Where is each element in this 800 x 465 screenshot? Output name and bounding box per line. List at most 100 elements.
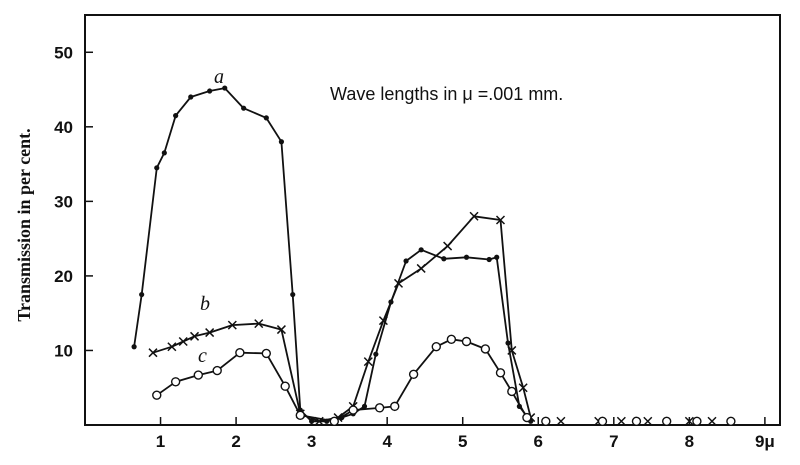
data-point <box>161 150 167 156</box>
data-point <box>193 370 204 380</box>
data-point <box>207 88 213 94</box>
data-point <box>684 416 694 426</box>
x-tick-label: 4 <box>382 432 392 451</box>
data-point <box>518 383 528 393</box>
data-point <box>152 390 162 400</box>
data-point <box>726 416 736 426</box>
series-b: b <box>148 211 717 426</box>
data-point <box>441 256 447 262</box>
data-point <box>507 386 517 397</box>
data-point <box>309 418 315 424</box>
y-tick-label: 10 <box>54 341 73 360</box>
y-axis-label: Transmission in per cent. <box>14 128 34 321</box>
x-tick-label: 2 <box>231 432 240 451</box>
data-point <box>295 410 305 421</box>
data-point <box>329 416 339 426</box>
data-point <box>408 369 419 380</box>
data-point <box>188 94 194 100</box>
data-point <box>494 254 500 260</box>
series-line-b <box>152 215 532 423</box>
data-point <box>173 113 179 119</box>
data-point <box>280 381 290 391</box>
data-point <box>418 247 424 253</box>
y-tick-label: 50 <box>54 43 73 62</box>
data-point <box>431 342 441 352</box>
data-point <box>378 316 388 326</box>
x-tick-label: 8 <box>685 432 694 451</box>
data-point <box>148 348 158 358</box>
data-point <box>505 340 511 346</box>
data-point <box>707 416 717 426</box>
data-point <box>393 278 404 288</box>
data-point <box>390 401 400 412</box>
series-label-b: b <box>200 293 210 315</box>
data-point <box>348 405 358 415</box>
data-point <box>222 85 228 91</box>
series-line-c <box>156 338 528 423</box>
data-point <box>167 342 177 352</box>
data-point <box>631 416 642 426</box>
x-tick-label: 1 <box>156 432 165 451</box>
data-point <box>139 291 145 298</box>
data-point <box>416 263 426 273</box>
series-line-a <box>133 87 532 423</box>
data-point <box>486 256 492 263</box>
data-point <box>276 325 286 335</box>
data-point <box>495 368 506 378</box>
data-point <box>495 215 506 225</box>
data-point <box>463 254 470 260</box>
data-point <box>480 344 491 354</box>
data-point <box>373 351 379 357</box>
data-point <box>692 416 702 426</box>
data-point <box>643 416 653 426</box>
data-point <box>235 347 245 358</box>
data-point <box>461 336 472 347</box>
data-point <box>661 416 672 426</box>
series-label-a: a <box>214 66 224 88</box>
y-tick-label: 30 <box>54 192 73 211</box>
data-point <box>363 357 373 367</box>
data-point <box>254 319 264 329</box>
series-layer: a b c <box>131 66 736 426</box>
data-point <box>556 416 566 426</box>
y-axis-ticks: 10 20 30 40 50 <box>54 43 93 360</box>
data-point <box>541 416 551 426</box>
data-point <box>261 348 272 359</box>
plot-frame <box>84 14 781 426</box>
annotation-text: Wave lengths in μ =.001 mm. <box>330 84 563 104</box>
series-c: c <box>152 334 736 426</box>
data-point <box>170 377 181 387</box>
data-point <box>154 165 160 171</box>
data-point <box>469 211 479 221</box>
data-point <box>507 345 517 355</box>
data-point <box>131 344 137 350</box>
series-a: a <box>131 66 534 424</box>
data-point <box>178 336 188 347</box>
x-axis-ticks: 1 2 3 4 5 6 7 8 9μ <box>156 417 775 451</box>
x-tick-label: 6 <box>534 432 543 451</box>
x-tick-label: 3 <box>307 432 316 451</box>
data-point <box>227 320 237 330</box>
data-point <box>403 258 409 264</box>
data-point <box>616 416 626 426</box>
data-point <box>446 334 457 344</box>
x-tick-label: 9μ <box>755 432 775 451</box>
data-point <box>241 105 247 111</box>
data-point <box>374 403 385 413</box>
x-tick-label: 5 <box>458 432 467 451</box>
data-point <box>522 412 532 423</box>
data-point <box>205 328 215 338</box>
data-point <box>361 403 368 409</box>
data-point <box>597 416 608 426</box>
data-point <box>290 291 296 298</box>
data-point <box>278 139 285 145</box>
x-tick-label: 7 <box>609 432 618 451</box>
y-tick-label: 40 <box>54 118 73 137</box>
data-point <box>263 115 269 121</box>
data-point <box>190 331 200 341</box>
y-tick-label: 20 <box>54 267 73 286</box>
data-point <box>443 241 453 251</box>
series-label-c: c <box>198 345 207 367</box>
data-point <box>212 365 222 376</box>
